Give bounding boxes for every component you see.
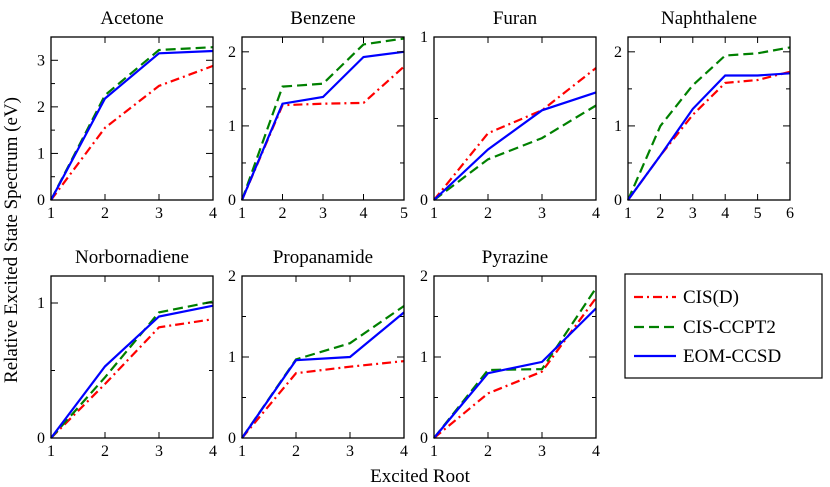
series-line-cis-d-acetone — [50, 64, 214, 201]
series-line-cis-ccpt2-furan — [433, 104, 597, 201]
x-tick-label-naphthalene: 1 — [624, 205, 632, 222]
subplot-title-naphthalene: Naphthalene — [661, 8, 757, 29]
y-tick-label-naphthalene: 2 — [614, 44, 622, 61]
y-tick-label-furan: 1 — [420, 29, 428, 46]
x-tick-label-norbornadiene: 3 — [155, 443, 163, 460]
y-tick-label-propanamide: 0 — [228, 430, 236, 447]
y-tick-label-pyrazine: 0 — [420, 430, 428, 447]
y-tick-label-pyrazine: 2 — [420, 268, 428, 285]
plot-frame-naphthalene — [627, 36, 791, 201]
y-tick-label-acetone: 0 — [37, 192, 45, 209]
y-tick-label-naphthalene: 0 — [614, 192, 622, 209]
subplot-title-pyrazine: Pyrazine — [482, 247, 548, 268]
x-tick-label-acetone: 1 — [47, 205, 55, 222]
x-tick-label-furan: 3 — [538, 205, 546, 222]
x-tick-label-naphthalene: 6 — [786, 205, 794, 222]
y-tick-label-propanamide: 2 — [228, 268, 236, 285]
x-tick-label-acetone: 2 — [101, 205, 109, 222]
legend-label-cis-d: CIS(D) — [683, 287, 739, 308]
x-tick-label-benzene: 1 — [238, 205, 246, 222]
x-tick-label-propanamide: 1 — [238, 443, 246, 460]
x-tick-label-naphthalene: 4 — [721, 205, 729, 222]
y-tick-label-furan: 0 — [420, 192, 428, 209]
y-tick-label-benzene: 0 — [228, 192, 236, 209]
legend-label-eom-ccsd: EOM-CCSD — [683, 346, 781, 367]
legend-label-cis-ccpt2: CIS-CCPT2 — [683, 317, 776, 338]
y-tick-label-benzene: 2 — [228, 44, 236, 61]
plot-frame-pyrazine — [433, 275, 597, 439]
x-tick-label-propanamide: 2 — [292, 443, 300, 460]
plot-frame-acetone — [50, 36, 214, 201]
series-line-cis-d-propanamide — [241, 360, 405, 439]
subplot-title-benzene: Benzene — [290, 8, 355, 29]
series-line-cis-ccpt2-acetone — [50, 46, 214, 201]
series-line-cis-ccpt2-naphthalene — [626, 46, 791, 201]
series-line-cis-ccpt2-pyrazine — [433, 287, 597, 439]
series-line-eom-ccsd-pyrazine — [433, 307, 597, 439]
series-line-eom-ccsd-naphthalene — [627, 72, 791, 201]
x-tick-label-acetone: 4 — [209, 205, 217, 222]
subplot-title-acetone: Acetone — [100, 8, 163, 29]
subplot-title-propanamide: Propanamide — [273, 247, 373, 268]
plot-frame-furan — [433, 36, 597, 201]
y-tick-label-norbornadiene: 1 — [37, 295, 45, 312]
series-line-eom-ccsd-propanamide — [241, 311, 405, 439]
series-line-eom-ccsd-acetone — [50, 49, 214, 201]
plot-frame-norbornadiene — [50, 275, 214, 439]
y-tick-label-acetone: 1 — [37, 145, 45, 162]
x-tick-label-pyrazine: 4 — [592, 443, 600, 460]
series-line-cis-ccpt2-propanamide — [241, 305, 405, 439]
x-tick-label-benzene: 3 — [319, 205, 327, 222]
series-line-cis-d-furan — [433, 67, 597, 201]
x-tick-label-naphthalene: 3 — [689, 205, 697, 222]
x-tick-label-naphthalene: 2 — [656, 205, 664, 222]
x-axis-label: Excited Root — [370, 466, 470, 487]
subplot-title-norbornadiene: Norbornadiene — [75, 247, 189, 268]
series-line-eom-ccsd-norbornadiene — [50, 304, 214, 439]
series-line-cis-d-norbornadiene — [50, 318, 214, 439]
y-tick-label-norbornadiene: 0 — [37, 430, 45, 447]
legend: CIS(D) CIS-CCPT2 EOM-CCSD — [624, 273, 823, 379]
x-tick-label-propanamide: 3 — [346, 443, 354, 460]
x-tick-label-pyrazine: 3 — [538, 443, 546, 460]
plot-frame-benzene — [241, 36, 405, 201]
x-tick-label-furan: 2 — [484, 205, 492, 222]
y-tick-label-acetone: 2 — [37, 99, 45, 116]
x-tick-label-propanamide: 4 — [400, 443, 408, 460]
x-tick-label-benzene: 5 — [400, 205, 408, 222]
x-tick-label-benzene: 4 — [360, 205, 368, 222]
x-tick-label-norbornadiene: 1 — [47, 443, 55, 460]
x-tick-label-furan: 1 — [430, 205, 438, 222]
y-tick-label-propanamide: 1 — [228, 349, 236, 366]
y-tick-label-benzene: 1 — [228, 118, 236, 135]
plot-frame-propanamide — [241, 275, 405, 439]
y-tick-label-naphthalene: 1 — [614, 118, 622, 135]
series-line-eom-ccsd-furan — [433, 91, 597, 201]
y-tick-label-pyrazine: 1 — [420, 349, 428, 366]
x-tick-label-pyrazine: 1 — [430, 443, 438, 460]
series-line-cis-ccpt2-benzene — [240, 37, 405, 201]
y-axis-label: Relative Excited State Spectrum (eV) — [1, 97, 22, 383]
x-tick-label-acetone: 3 — [155, 205, 163, 222]
subplot-title-furan: Furan — [493, 8, 538, 29]
x-tick-label-naphthalene: 5 — [754, 205, 762, 222]
x-tick-label-pyrazine: 2 — [484, 443, 492, 460]
y-tick-label-acetone: 3 — [37, 52, 45, 69]
series-line-cis-ccpt2-norbornadiene — [50, 300, 214, 439]
x-tick-label-norbornadiene: 2 — [101, 443, 109, 460]
series-line-eom-ccsd-benzene — [240, 50, 405, 201]
x-tick-label-benzene: 2 — [279, 205, 287, 222]
x-tick-label-norbornadiene: 4 — [209, 443, 217, 460]
series-line-cis-d-benzene — [240, 65, 405, 201]
x-tick-label-furan: 4 — [592, 205, 600, 222]
